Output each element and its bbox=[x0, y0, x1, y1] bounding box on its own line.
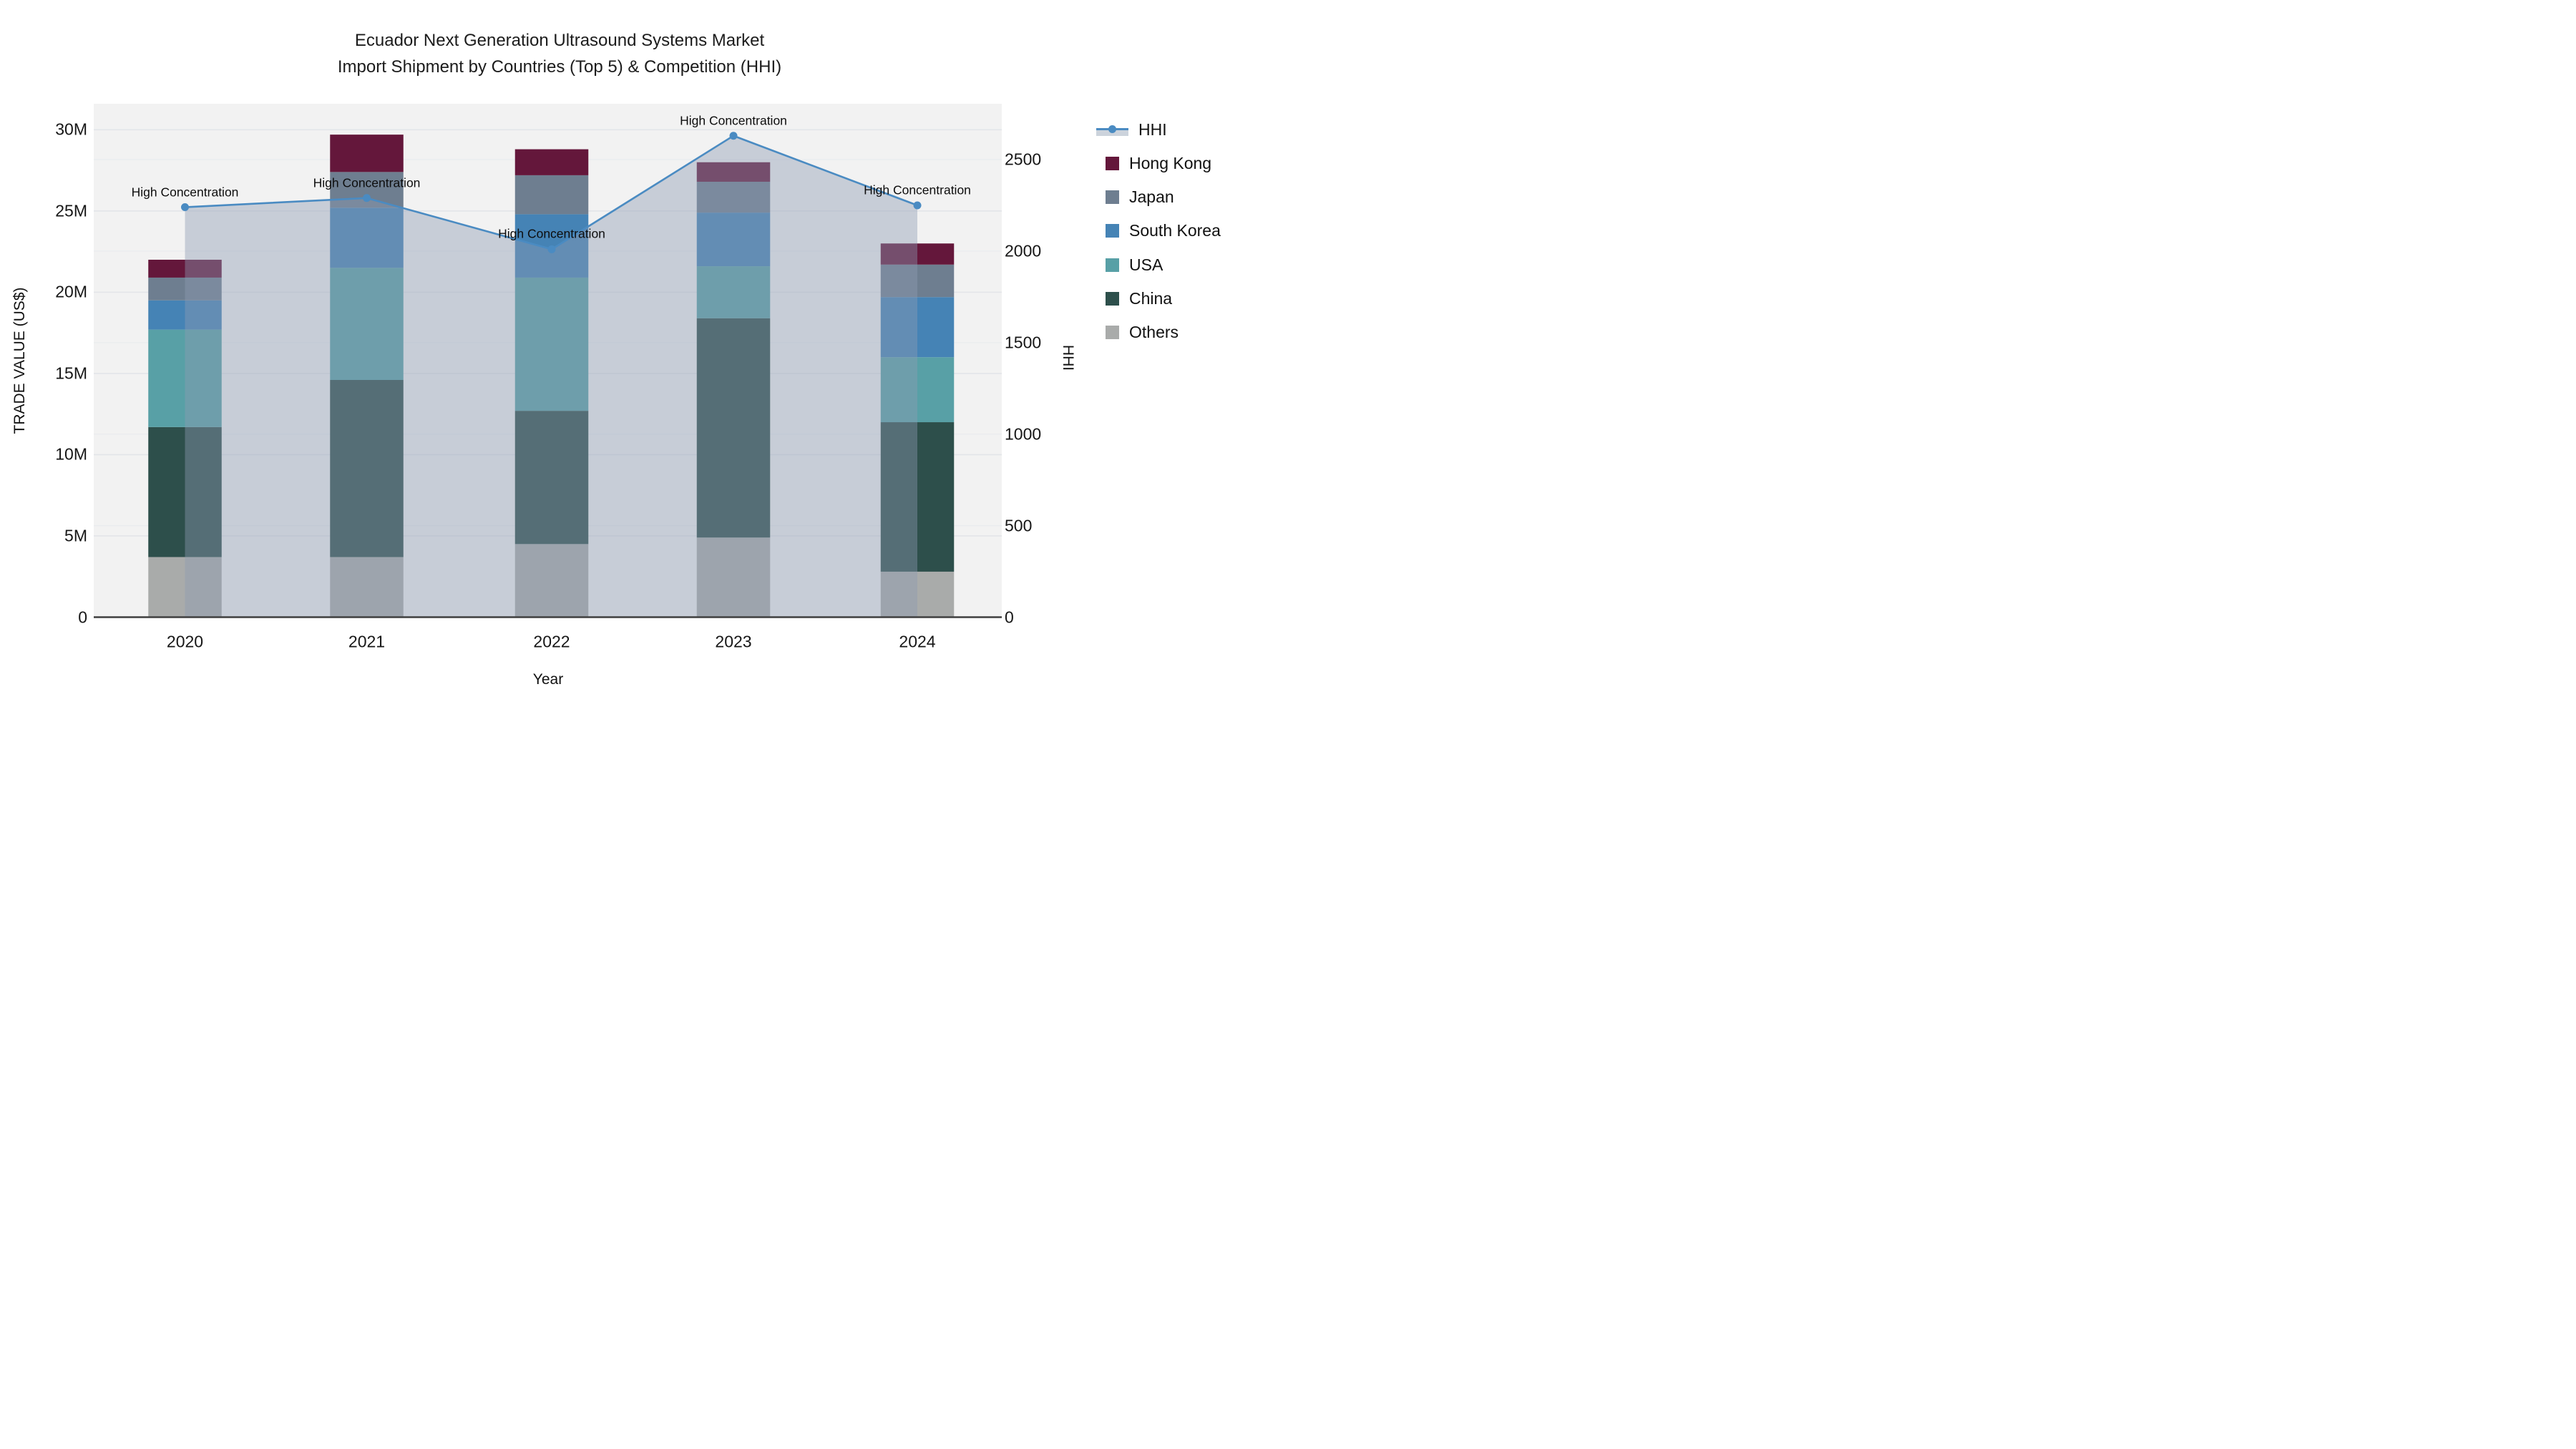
bar-segment-japan-2024[interactable] bbox=[880, 264, 955, 298]
bar-segment-china-2023[interactable] bbox=[696, 318, 771, 538]
bar-segment-hong-kong-2023[interactable] bbox=[696, 162, 771, 182]
chart-title: Ecuador Next Generation Ultrasound Syste… bbox=[94, 27, 1025, 80]
hhi-marker-2022[interactable] bbox=[547, 245, 556, 253]
y-tick-30M: 30M bbox=[55, 119, 87, 139]
y2-axis-ticks: 0 500 1000 1500 2000 2500 bbox=[1005, 0, 1091, 725]
hhi-marker-2024[interactable] bbox=[913, 201, 922, 210]
y2-tick-2000: 2000 bbox=[1005, 241, 1042, 260]
legend-swatch-south-korea bbox=[1106, 224, 1119, 238]
bar-segment-others-2023[interactable] bbox=[696, 537, 771, 618]
bar-segment-others-2024[interactable] bbox=[880, 571, 955, 618]
legend-item-hhi[interactable]: HHI bbox=[1096, 117, 1167, 142]
legend-swatch-hong-kong bbox=[1106, 156, 1119, 170]
legend-swatch-usa bbox=[1106, 258, 1119, 272]
y2-tick-1500: 1500 bbox=[1005, 333, 1042, 352]
annotation-2020: High Concentration bbox=[131, 185, 239, 200]
x-tick-2020: 2020 bbox=[166, 632, 204, 651]
bar-segment-south-korea-2024[interactable] bbox=[880, 297, 955, 358]
bar-segment-others-2022[interactable] bbox=[514, 544, 589, 618]
bar-segment-china-2021[interactable] bbox=[330, 379, 404, 557]
annotation-2023: High Concentration bbox=[680, 113, 787, 128]
hhi-marker-2023[interactable] bbox=[729, 132, 738, 140]
legend-label: South Korea bbox=[1129, 221, 1221, 240]
bar-segment-others-2020[interactable] bbox=[148, 557, 222, 618]
bar-segment-hong-kong-2021[interactable] bbox=[330, 135, 404, 172]
x-tick-2021: 2021 bbox=[348, 632, 386, 651]
bar-segment-south-korea-2020[interactable] bbox=[148, 300, 222, 330]
x-axis-title: Year bbox=[532, 671, 564, 688]
bar-segment-usa-2024[interactable] bbox=[880, 357, 955, 423]
annotation-2024: High Concentration bbox=[864, 182, 971, 197]
bar-segment-south-korea-2023[interactable] bbox=[696, 213, 771, 267]
y-tick-20M: 20M bbox=[55, 282, 87, 301]
bar-segment-usa-2021[interactable] bbox=[330, 268, 404, 380]
legend-swatch-others bbox=[1106, 326, 1119, 340]
bar-segment-usa-2023[interactable] bbox=[696, 266, 771, 318]
y-tick-15M: 15M bbox=[55, 364, 87, 383]
bar-segment-china-2020[interactable] bbox=[148, 426, 222, 557]
y2-tick-2500: 2500 bbox=[1005, 150, 1042, 169]
legend-item-hong-kong[interactable]: Hong Kong bbox=[1096, 151, 1211, 175]
legend-label: USA bbox=[1129, 255, 1163, 274]
hhi-swatch-dot bbox=[1108, 125, 1116, 133]
x-tick-2024: 2024 bbox=[899, 632, 936, 651]
bar-segment-hong-kong-2022[interactable] bbox=[514, 149, 589, 175]
y2-tick-1000: 1000 bbox=[1005, 424, 1042, 444]
bar-segment-usa-2022[interactable] bbox=[514, 277, 589, 411]
legend-item-others[interactable]: Others bbox=[1096, 321, 1179, 345]
legend-label: China bbox=[1129, 289, 1173, 308]
x-tick-2022: 2022 bbox=[533, 632, 570, 651]
legend-label: Hong Kong bbox=[1129, 153, 1212, 172]
bar-segment-china-2022[interactable] bbox=[514, 411, 589, 545]
bar-segment-south-korea-2021[interactable] bbox=[330, 208, 404, 268]
hhi-marker-2020[interactable] bbox=[181, 203, 189, 212]
y-axis-ticks: 0 5M 10M 15M 20M 25M 30M bbox=[0, 0, 87, 725]
bar-segment-hong-kong-2020[interactable] bbox=[148, 259, 222, 278]
hhi-area-fill bbox=[185, 135, 917, 618]
y-tick-0: 0 bbox=[78, 608, 87, 626]
chart-title-line2: Import Shipment by Countries (Top 5) & C… bbox=[337, 57, 782, 77]
legend-item-usa[interactable]: USA bbox=[1096, 253, 1163, 277]
legend-swatch-china bbox=[1106, 292, 1119, 306]
bar-segment-usa-2020[interactable] bbox=[148, 329, 222, 427]
hhi-import-chart: Ecuador Next Generation Ultrasound Syste… bbox=[0, 0, 1288, 725]
y2-tick-0: 0 bbox=[1005, 608, 1014, 626]
annotation-2021: High Concentration bbox=[313, 175, 421, 190]
legend: HHI Hong Kong Japan South Korea USA China Othe… bbox=[1096, 0, 1282, 725]
bar-segment-japan-2022[interactable] bbox=[514, 175, 589, 215]
bar-segment-hong-kong-2024[interactable] bbox=[880, 243, 955, 265]
y-tick-5M: 5M bbox=[64, 526, 87, 545]
legend-swatch-japan bbox=[1106, 190, 1119, 205]
legend-label: Japan bbox=[1129, 187, 1174, 207]
hhi-marker-2021[interactable] bbox=[363, 194, 371, 203]
y-tick-10M: 10M bbox=[55, 444, 87, 464]
annotation-2022: High Concentration bbox=[498, 226, 605, 241]
legend-label: HHI bbox=[1138, 119, 1167, 139]
bar-segment-china-2024[interactable] bbox=[880, 422, 955, 572]
plot-canvas bbox=[94, 129, 1002, 618]
y2-tick-500: 500 bbox=[1005, 516, 1033, 535]
bar-segment-japan-2023[interactable] bbox=[696, 181, 771, 213]
y-tick-25M: 25M bbox=[55, 201, 87, 220]
bar-segment-japan-2020[interactable] bbox=[148, 277, 222, 301]
legend-label: Others bbox=[1129, 323, 1179, 342]
x-tick-2023: 2023 bbox=[715, 632, 752, 651]
hhi-line-swatch bbox=[1096, 122, 1128, 137]
legend-item-south-korea[interactable]: South Korea bbox=[1096, 219, 1221, 243]
legend-item-japan[interactable]: Japan bbox=[1096, 185, 1174, 210]
bar-segment-others-2021[interactable] bbox=[330, 557, 404, 618]
chart-title-line1: Ecuador Next Generation Ultrasound Syste… bbox=[354, 31, 765, 50]
legend-item-china[interactable]: China bbox=[1096, 287, 1172, 311]
